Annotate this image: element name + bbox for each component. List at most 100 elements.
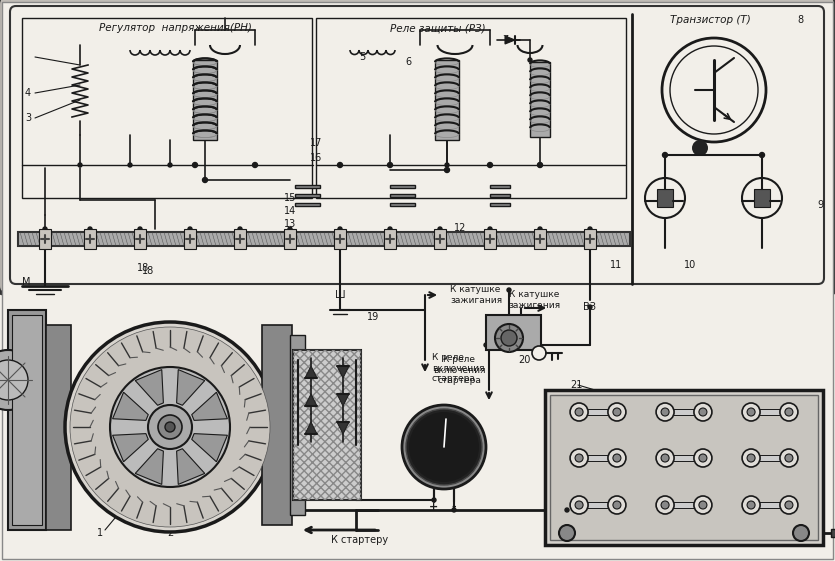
Bar <box>84 229 96 249</box>
Bar <box>663 409 705 415</box>
Bar <box>284 229 296 249</box>
Text: 15: 15 <box>284 193 296 203</box>
Text: К реле
включения
стартера: К реле включения стартера <box>432 353 484 383</box>
Bar <box>184 229 196 249</box>
Bar <box>295 194 320 197</box>
Text: 12: 12 <box>453 223 466 233</box>
Circle shape <box>613 408 621 416</box>
Circle shape <box>742 403 760 421</box>
Bar <box>18 232 630 246</box>
Circle shape <box>662 153 667 158</box>
Text: К катушке
зажигания: К катушке зажигания <box>508 290 560 310</box>
Circle shape <box>406 409 482 485</box>
Circle shape <box>444 168 449 172</box>
Circle shape <box>438 227 442 231</box>
Circle shape <box>570 449 588 467</box>
FancyBboxPatch shape <box>10 6 824 284</box>
Circle shape <box>785 454 793 462</box>
Text: 8: 8 <box>797 15 803 25</box>
Circle shape <box>575 408 583 416</box>
Circle shape <box>613 454 621 462</box>
Circle shape <box>747 454 755 462</box>
Polygon shape <box>337 394 349 406</box>
Circle shape <box>538 227 542 231</box>
Circle shape <box>501 330 517 346</box>
Text: 5: 5 <box>359 52 365 62</box>
Circle shape <box>613 501 621 509</box>
Circle shape <box>793 525 809 541</box>
Circle shape <box>128 163 132 167</box>
Text: Реле защиты (РЗ): Реле защиты (РЗ) <box>390 23 486 33</box>
Polygon shape <box>135 449 164 484</box>
Circle shape <box>699 454 707 462</box>
Bar <box>663 455 705 461</box>
Circle shape <box>288 227 292 231</box>
Circle shape <box>158 415 182 439</box>
Bar <box>293 350 361 500</box>
Bar <box>134 229 146 249</box>
Bar <box>316 18 626 198</box>
Circle shape <box>65 322 275 532</box>
Circle shape <box>661 408 669 416</box>
Circle shape <box>388 227 392 231</box>
Circle shape <box>402 405 486 489</box>
Circle shape <box>742 496 760 514</box>
Text: 4: 4 <box>25 88 31 98</box>
Circle shape <box>699 408 707 416</box>
Circle shape <box>507 288 511 292</box>
Polygon shape <box>192 434 227 462</box>
Circle shape <box>588 227 592 231</box>
Polygon shape <box>192 392 227 420</box>
Circle shape <box>570 403 588 421</box>
Circle shape <box>575 501 583 509</box>
Bar <box>490 185 510 188</box>
Polygon shape <box>113 434 149 462</box>
Bar <box>490 203 510 206</box>
Bar <box>293 350 361 500</box>
Polygon shape <box>337 422 349 434</box>
Circle shape <box>780 449 798 467</box>
Bar <box>390 194 415 197</box>
Polygon shape <box>305 422 317 434</box>
Circle shape <box>188 227 192 231</box>
Bar <box>435 60 459 140</box>
Circle shape <box>661 454 669 462</box>
Bar <box>46 325 71 530</box>
Text: +: + <box>280 508 291 522</box>
Bar <box>584 229 596 249</box>
Polygon shape <box>505 36 515 44</box>
Text: К реле
включения
стартера: К реле включения стартера <box>433 355 485 385</box>
Circle shape <box>538 163 543 168</box>
Text: -: - <box>799 528 803 538</box>
Circle shape <box>742 178 782 218</box>
Circle shape <box>338 227 342 231</box>
Text: 14: 14 <box>284 206 296 216</box>
Bar <box>390 203 415 206</box>
Text: 17: 17 <box>310 138 322 148</box>
Text: +: + <box>563 528 572 538</box>
Circle shape <box>694 449 712 467</box>
Circle shape <box>608 496 626 514</box>
Bar <box>22 18 312 198</box>
Text: 20: 20 <box>518 355 530 365</box>
Polygon shape <box>305 366 317 378</box>
Bar <box>663 502 705 508</box>
Circle shape <box>110 367 230 487</box>
Bar <box>749 409 791 415</box>
Bar <box>262 325 292 525</box>
Bar <box>657 189 673 207</box>
Circle shape <box>785 408 793 416</box>
Text: -: - <box>452 502 456 512</box>
Circle shape <box>656 449 674 467</box>
Bar <box>193 60 217 140</box>
Circle shape <box>785 501 793 509</box>
Bar <box>545 390 823 545</box>
Circle shape <box>532 346 546 360</box>
Circle shape <box>0 360 28 400</box>
Circle shape <box>694 496 712 514</box>
Circle shape <box>559 525 575 541</box>
Circle shape <box>662 38 766 142</box>
Circle shape <box>252 163 257 168</box>
Circle shape <box>538 163 542 167</box>
Text: -: - <box>282 338 287 352</box>
